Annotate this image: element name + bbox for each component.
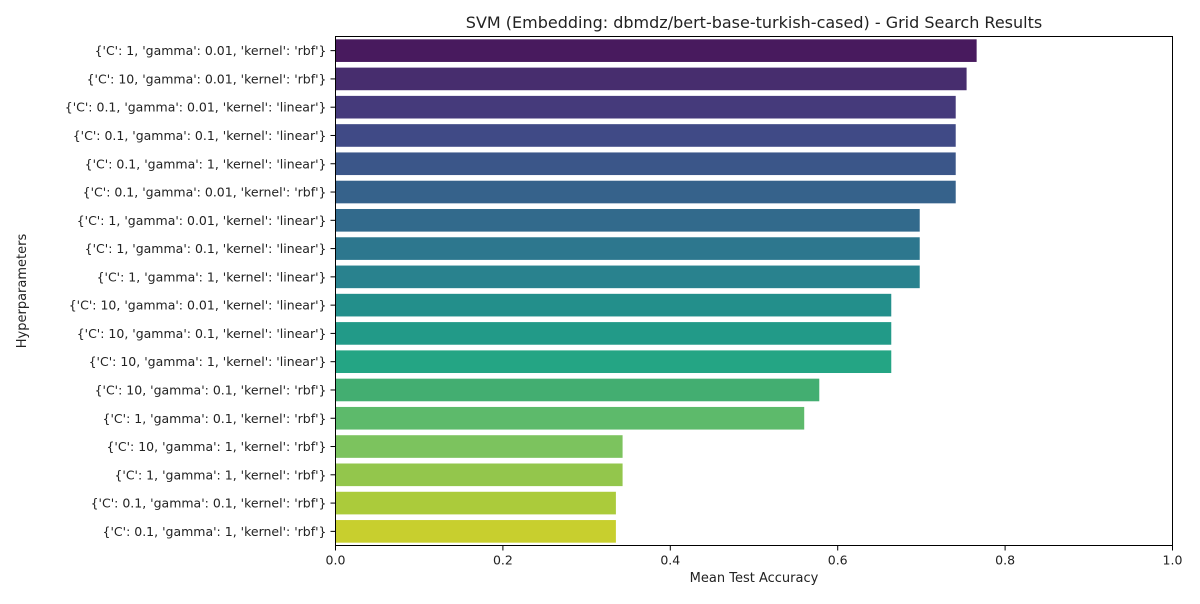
y-tick-label: {'C': 10, 'gamma': 0.01, 'kernel': 'line… xyxy=(69,298,327,313)
y-tick-label: {'C': 1, 'gamma': 1, 'kernel': 'linear'} xyxy=(97,269,327,284)
bar xyxy=(335,265,920,289)
y-tick-label: {'C': 1, 'gamma': 0.01, 'kernel': 'rbf'} xyxy=(95,43,327,58)
bar xyxy=(335,520,616,543)
bar xyxy=(335,406,805,430)
x-tick-label: 1.0 xyxy=(1163,553,1183,568)
x-tick-label: 0.0 xyxy=(326,553,346,568)
y-tick-label: {'C': 10, 'gamma': 1, 'kernel': 'linear'… xyxy=(89,354,327,369)
bar xyxy=(335,95,956,119)
bar xyxy=(335,152,956,176)
bar xyxy=(335,39,977,62)
bar xyxy=(335,378,820,402)
y-tick-label: {'C': 0.1, 'gamma': 0.1, 'kernel': 'line… xyxy=(73,128,327,143)
y-tick-label: {'C': 1, 'gamma': 0.1, 'kernel': 'rbf'} xyxy=(103,411,327,426)
bar xyxy=(335,435,623,458)
bar xyxy=(335,67,967,91)
x-tick-label: 0.6 xyxy=(828,553,848,568)
plot-frame xyxy=(335,36,1173,546)
y-tick-label: {'C': 1, 'gamma': 0.1, 'kernel': 'linear… xyxy=(85,241,327,256)
y-tick-label: {'C': 10, 'gamma': 0.01, 'kernel': 'rbf'… xyxy=(87,71,327,86)
y-tick-label: {'C': 0.1, 'gamma': 0.1, 'kernel': 'rbf'… xyxy=(91,496,327,511)
y-tick-label: {'C': 0.1, 'gamma': 0.01, 'kernel': 'rbf… xyxy=(83,185,327,200)
bar xyxy=(335,293,892,317)
x-ticks: 0.0 0.2 0.4 0.6 0.8 1.0 xyxy=(326,545,1183,568)
chart-title: SVM (Embedding: dbmdz/bert-base-turkish-… xyxy=(466,13,1042,32)
y-tick-label: {'C': 0.1, 'gamma': 1, 'kernel': 'linear… xyxy=(85,156,327,171)
x-tick-label: 0.8 xyxy=(995,553,1015,568)
y-tick-labels: {'C': 1, 'gamma': 0.01, 'kernel': 'rbf'}… xyxy=(65,43,336,539)
x-axis-label: Mean Test Accuracy xyxy=(690,571,819,586)
bar xyxy=(335,463,623,487)
bar xyxy=(335,491,616,515)
bar xyxy=(335,180,956,204)
bar xyxy=(335,350,892,374)
bar xyxy=(335,322,892,345)
bar xyxy=(335,237,920,260)
y-tick-label: {'C': 0.1, 'gamma': 1, 'kernel': 'rbf'} xyxy=(103,524,327,539)
bars-layer xyxy=(335,39,977,543)
y-tick-label: {'C': 10, 'gamma': 1, 'kernel': 'rbf'} xyxy=(106,439,326,454)
y-tick-label: {'C': 1, 'gamma': 1, 'kernel': 'rbf'} xyxy=(114,467,326,482)
x-tick-label: 0.4 xyxy=(660,553,680,568)
y-tick-label: {'C': 10, 'gamma': 0.1, 'kernel': 'rbf'} xyxy=(95,382,327,397)
x-tick-label: 0.2 xyxy=(493,553,513,568)
y-axis-label: Hyperparameters xyxy=(15,234,30,349)
bar xyxy=(335,124,956,147)
y-tick-label: {'C': 1, 'gamma': 0.01, 'kernel': 'linea… xyxy=(77,213,327,228)
y-tick-label: {'C': 10, 'gamma': 0.1, 'kernel': 'linea… xyxy=(77,326,327,341)
y-tick-label: {'C': 0.1, 'gamma': 0.01, 'kernel': 'lin… xyxy=(65,100,327,115)
bar xyxy=(335,208,920,232)
